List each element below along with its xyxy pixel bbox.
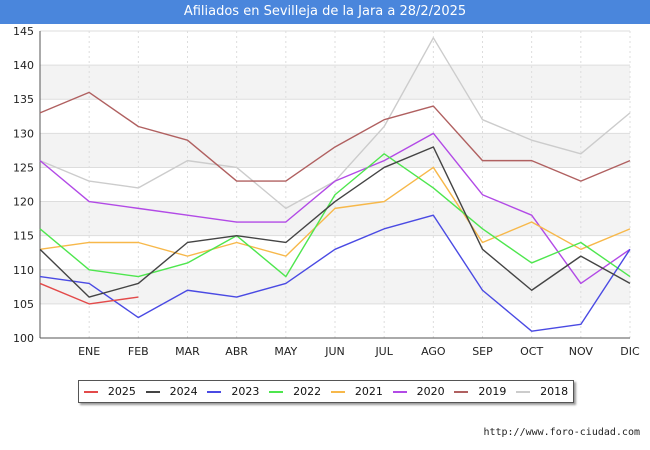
series-line-2023	[39, 214, 631, 332]
legend-label: 2018	[540, 385, 569, 398]
x-tick-label: DIC	[620, 345, 640, 358]
series-line-2022	[39, 153, 631, 278]
legend-swatch	[83, 390, 98, 393]
y-tick-label: 100	[13, 332, 34, 345]
legend-label: 2019	[478, 385, 507, 398]
chart-legend: 2025 2024 2023 2022 2021 2020 2019 2018	[78, 380, 574, 403]
series-line-2019	[39, 91, 631, 182]
y-tick-label: 120	[13, 196, 34, 209]
x-tick-label: SEP	[472, 345, 493, 358]
legend-swatch	[145, 390, 160, 393]
y-tick-label: 105	[13, 298, 34, 311]
legend-item-2025: 2025	[83, 385, 136, 398]
x-tick-label: NOV	[569, 345, 594, 358]
legend-label: 2024	[169, 385, 198, 398]
legend-label: 2022	[293, 385, 322, 398]
y-tick-label: 125	[13, 161, 34, 174]
legend-swatch	[207, 390, 222, 393]
y-tick-label: 110	[13, 264, 34, 277]
legend-item-2018: 2018	[516, 385, 568, 398]
y-tick-label: 115	[13, 230, 34, 243]
x-tick-label: ABR	[225, 345, 248, 358]
series-line-2021	[39, 166, 631, 257]
legend-label: 2023	[231, 385, 260, 398]
x-tick-label: AGO	[421, 345, 446, 358]
legend-item-2024: 2024	[145, 385, 198, 398]
x-tick-label: JUN	[324, 345, 345, 358]
legend-swatch	[392, 390, 407, 393]
legend-label: 2021	[354, 385, 383, 398]
x-tick-label: ENE	[78, 345, 100, 358]
series-line-2025	[39, 282, 139, 305]
source-url: http://www.foro-ciudad.com	[483, 427, 640, 438]
y-tick-label: 145	[13, 25, 34, 38]
legend-label: 2020	[416, 385, 445, 398]
x-tick-label: JUL	[374, 345, 393, 358]
legend-item-2023: 2023	[207, 385, 259, 398]
x-tick-label: MAY	[274, 345, 297, 358]
series-line-2020	[39, 132, 631, 285]
legend-swatch	[454, 390, 469, 393]
legend-item-2020: 2020	[392, 385, 445, 398]
x-tick-label: FEB	[128, 345, 149, 358]
x-tick-label: OCT	[520, 345, 543, 358]
chart-title: Afiliados en Sevilleja de la Jara a 28/2…	[0, 0, 650, 24]
legend-swatch	[516, 390, 531, 393]
y-tick-label: 135	[13, 93, 34, 106]
legend-item-2019: 2019	[454, 385, 506, 398]
x-tick-label: MAR	[175, 345, 200, 358]
legend-swatch	[269, 390, 284, 393]
legend-item-2022: 2022	[269, 385, 321, 398]
series-line-2024	[39, 146, 631, 298]
legend-label: 2025	[107, 385, 136, 398]
y-tick-label: 130	[13, 127, 34, 140]
y-tick-label: 140	[13, 59, 34, 72]
legend-swatch	[330, 390, 345, 393]
legend-item-2021: 2021	[330, 385, 383, 398]
